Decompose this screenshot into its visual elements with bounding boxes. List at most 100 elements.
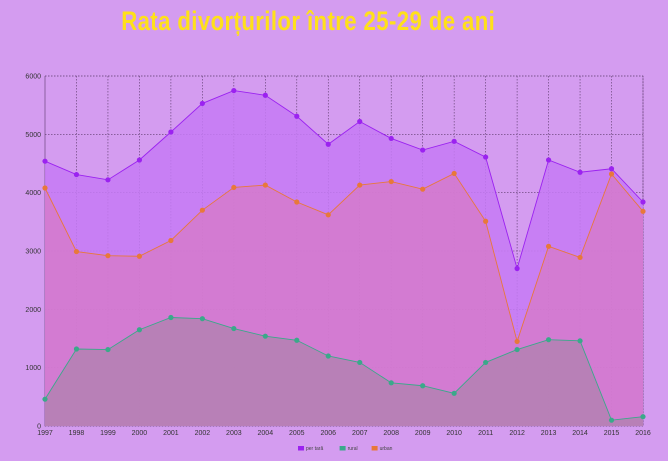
- data-point[interactable]: [262, 92, 268, 98]
- data-point[interactable]: [357, 118, 363, 125]
- data-point[interactable]: [577, 254, 583, 261]
- data-point[interactable]: [420, 147, 426, 153]
- x-tick-label: 2011: [478, 430, 493, 437]
- y-tick-label: 4000: [25, 190, 41, 197]
- y-tick-label: 1000: [25, 365, 41, 372]
- data-point[interactable]: [294, 113, 300, 119]
- x-tick-label: 2006: [320, 430, 336, 437]
- data-point[interactable]: [577, 169, 583, 175]
- data-point[interactable]: [420, 383, 426, 389]
- data-point[interactable]: [231, 184, 237, 191]
- data-point[interactable]: [608, 417, 615, 423]
- x-axis: 1997 1998 1999 2000 2001 2002 2003 2004 2005 2006…: [37, 430, 651, 437]
- x-tick-label: 2009: [415, 430, 431, 437]
- data-point[interactable]: [451, 170, 457, 177]
- data-point[interactable]: [640, 414, 646, 420]
- data-point[interactable]: [514, 338, 520, 345]
- data-point[interactable]: [640, 208, 646, 214]
- x-tick-label: 2000: [132, 430, 148, 437]
- legend[interactable]: per tară rural urban: [298, 446, 393, 452]
- legend-item[interactable]: per tară: [298, 446, 323, 452]
- data-point[interactable]: [136, 157, 143, 163]
- area-rural: [45, 317, 643, 426]
- data-point[interactable]: [640, 199, 646, 205]
- data-point[interactable]: [514, 346, 520, 353]
- x-tick-label: 2013: [541, 430, 557, 437]
- data-point[interactable]: [451, 138, 457, 144]
- x-tick-label: 2005: [289, 430, 305, 437]
- data-point[interactable]: [294, 337, 300, 343]
- data-point[interactable]: [325, 212, 331, 218]
- data-point[interactable]: [451, 390, 457, 396]
- data-point[interactable]: [105, 253, 111, 259]
- data-point[interactable]: [608, 171, 615, 177]
- y-tick-label: 2000: [25, 307, 41, 314]
- data-point[interactable]: [545, 337, 552, 343]
- legend-swatch: [298, 446, 304, 451]
- line-urban: [44, 172, 644, 344]
- data-point[interactable]: [231, 325, 237, 332]
- x-tick-label: 2002: [195, 430, 211, 437]
- y-axis: 0 1000 2000 3000 4000 5000 6000: [25, 74, 41, 431]
- data-point[interactable]: [388, 178, 394, 185]
- x-tick-label: 2016: [635, 430, 651, 437]
- data-point[interactable]: [357, 359, 363, 366]
- x-tick-label: 1999: [100, 430, 116, 437]
- data-point[interactable]: [231, 87, 237, 94]
- x-tick-label: 2003: [226, 430, 242, 437]
- y-tick-label: 5000: [25, 132, 41, 139]
- x-tick-label: 2015: [604, 430, 620, 437]
- data-point[interactable]: [73, 346, 80, 352]
- x-tick-label: 1997: [37, 430, 53, 437]
- data-point[interactable]: [73, 171, 80, 178]
- data-point[interactable]: [577, 338, 583, 344]
- data-point[interactable]: [483, 154, 489, 160]
- x-tick-label: 2004: [258, 430, 274, 437]
- data-point[interactable]: [136, 327, 143, 333]
- data-point[interactable]: [483, 218, 489, 224]
- data-point[interactable]: [42, 158, 48, 164]
- legend-item[interactable]: urban: [371, 446, 393, 452]
- x-tick-label: 2010: [446, 430, 462, 437]
- data-point[interactable]: [168, 129, 174, 135]
- data-point[interactable]: [545, 157, 552, 163]
- data-point[interactable]: [42, 396, 48, 402]
- data-point[interactable]: [483, 359, 489, 366]
- data-point[interactable]: [199, 100, 205, 107]
- data-point[interactable]: [262, 182, 268, 188]
- chart-title: Rata divorțurilor între 25-29 de ani: [121, 6, 496, 36]
- data-point[interactable]: [105, 177, 111, 183]
- data-point[interactable]: [105, 346, 111, 353]
- data-point[interactable]: [388, 380, 394, 386]
- y-tick-label: 6000: [25, 74, 41, 81]
- data-point[interactable]: [136, 253, 143, 259]
- legend-item[interactable]: rural: [339, 446, 358, 452]
- x-tick-label: 1998: [69, 430, 85, 437]
- data-point[interactable]: [42, 185, 48, 191]
- data-point[interactable]: [199, 316, 205, 322]
- data-point[interactable]: [168, 314, 174, 321]
- legend-label: urban: [380, 446, 393, 452]
- data-point[interactable]: [608, 166, 615, 172]
- data-point[interactable]: [388, 135, 394, 142]
- x-tick-label: 2007: [352, 430, 368, 437]
- legend-label: per tară: [306, 446, 323, 452]
- data-point[interactable]: [73, 248, 80, 255]
- data-point[interactable]: [168, 237, 174, 244]
- legend-label: rural: [348, 446, 358, 452]
- data-point[interactable]: [294, 199, 300, 205]
- data-point[interactable]: [357, 182, 363, 188]
- x-tick-label: 2012: [509, 430, 525, 437]
- x-tick-label: 2008: [383, 430, 399, 437]
- data-point[interactable]: [514, 265, 520, 272]
- data-point[interactable]: [262, 333, 268, 339]
- x-tick-label: 2001: [163, 430, 179, 437]
- series-areas: [45, 90, 643, 426]
- data-point[interactable]: [199, 207, 205, 213]
- x-tick-label: 2014: [572, 430, 588, 437]
- data-point[interactable]: [325, 141, 331, 147]
- data-point[interactable]: [325, 353, 331, 359]
- data-point[interactable]: [545, 243, 552, 249]
- data-point[interactable]: [420, 186, 426, 192]
